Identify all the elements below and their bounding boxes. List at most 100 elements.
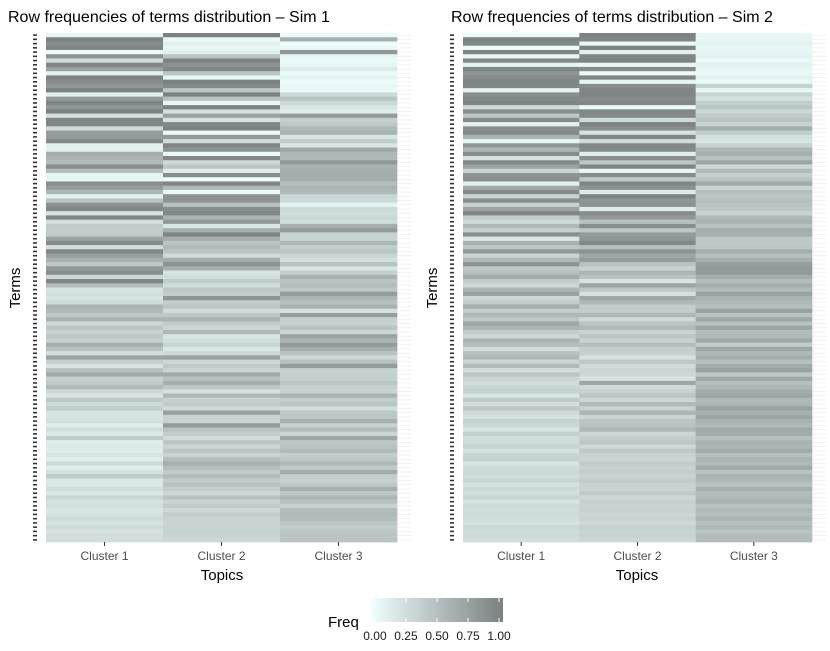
heatmap-cell [280, 414, 398, 420]
heatmap-cell [463, 389, 580, 394]
heatmap-cell [46, 139, 164, 144]
heatmap-cell [46, 156, 164, 161]
heatmap-cell [163, 156, 281, 161]
heatmap-cell [46, 62, 164, 68]
heatmap-cell [695, 156, 813, 161]
heatmap-cell [695, 33, 813, 38]
heatmap-panel-sim2: Row frequencies of terms distribution – … [424, 9, 826, 584]
heatmap-cell [46, 160, 164, 165]
heatmap-cell [579, 295, 696, 301]
heatmap-cell [163, 181, 281, 187]
heatmap-cell [695, 283, 813, 288]
heatmap-cell [695, 469, 813, 475]
heatmap-cell [579, 474, 696, 479]
heatmap-cell [463, 312, 580, 318]
y-axis-ticks-sim1 [33, 34, 411, 541]
heatmap-cell [163, 308, 281, 314]
heatmap-cell [46, 529, 164, 534]
heatmap-cell [163, 529, 281, 534]
heatmap-cell [280, 151, 398, 157]
heatmap-cell [695, 321, 813, 327]
heatmap-cell [695, 147, 813, 153]
heatmap-cell [280, 363, 398, 369]
heatmap-cell [46, 75, 164, 81]
heatmap-cell [280, 245, 398, 250]
heatmap-cell [280, 427, 398, 433]
heatmap-cell [463, 139, 580, 144]
heatmap-cell [280, 274, 398, 280]
heatmap-cell [463, 45, 580, 51]
heatmap-cell [163, 410, 281, 416]
heatmap-cell [695, 287, 813, 293]
heatmap-cell [280, 287, 398, 293]
heatmap-cell [695, 41, 813, 47]
heatmap-cell [695, 512, 813, 517]
heatmap-cell [695, 474, 813, 479]
heatmap-cell [46, 109, 164, 114]
heatmap-cell [46, 291, 164, 297]
heatmap-cell [46, 321, 164, 327]
heatmap-cell [46, 185, 164, 191]
heatmap-cell [46, 240, 164, 246]
heatmap-cell [280, 406, 398, 411]
heatmap-cell [695, 393, 813, 399]
heatmap-cell [163, 215, 281, 220]
heatmap-cell [579, 368, 696, 373]
heatmap-cell [163, 427, 281, 433]
heatmap-cell [163, 317, 281, 322]
heatmap-cell [463, 156, 580, 161]
heatmap-cell [695, 325, 813, 331]
heatmap-cell [163, 75, 281, 81]
heatmap-cell [695, 100, 813, 106]
heatmap-cell [46, 249, 164, 254]
heatmap-cell [46, 537, 164, 543]
heatmap-cell [163, 342, 281, 348]
heatmap-cell [463, 130, 580, 136]
heatmap-cell [463, 317, 580, 322]
heatmap-cell [163, 139, 281, 144]
heatmap-cell [163, 189, 281, 195]
heatmap-cell [695, 312, 813, 318]
heatmap-cells-sim1 [46, 33, 398, 543]
heatmap-cell [46, 37, 164, 42]
heatmap-panel-sim1: Row frequencies of terms distribution – … [7, 9, 411, 584]
heatmap-cell [280, 385, 398, 390]
heatmap-cell [579, 338, 696, 343]
heatmap-cell [280, 33, 398, 38]
heatmap-cell [280, 143, 398, 148]
heatmap-cell [695, 334, 813, 339]
heatmap-cell [695, 219, 813, 225]
heatmap-cell [46, 533, 164, 539]
heatmap-cell [463, 385, 580, 390]
heatmap-cell [695, 215, 813, 220]
heatmap-cell [463, 151, 580, 157]
heatmap-cell [695, 486, 813, 492]
heatmap-cell [463, 189, 580, 195]
heatmap-cell [463, 262, 580, 267]
heatmap-cell [579, 49, 696, 55]
heatmap-cell [463, 525, 580, 530]
heatmap-cell [163, 537, 281, 543]
heatmap-cell [280, 304, 398, 310]
legend-title: Freq [328, 614, 359, 631]
heatmap-cell [695, 266, 813, 271]
heatmap-cell [579, 139, 696, 144]
heatmap-cell [280, 312, 398, 318]
heatmap-cell [695, 508, 813, 513]
heatmap-cell [280, 37, 398, 42]
heatmap-cell [579, 363, 696, 369]
heatmap-cell [280, 253, 398, 259]
heatmap-cell [280, 113, 398, 119]
heatmap-cell [579, 88, 696, 93]
heatmap-cell [163, 71, 281, 76]
heatmap-cell [463, 96, 580, 102]
heatmap-cell [695, 130, 813, 136]
heatmap-cell [280, 321, 398, 327]
heatmap-cell [579, 54, 696, 59]
heatmap-cell [163, 262, 281, 267]
heatmap-cell [163, 211, 281, 216]
heatmap-cell [463, 202, 580, 208]
heatmap-cell [46, 325, 164, 331]
heatmap-cell [579, 143, 696, 148]
heatmap-cell [46, 83, 164, 89]
